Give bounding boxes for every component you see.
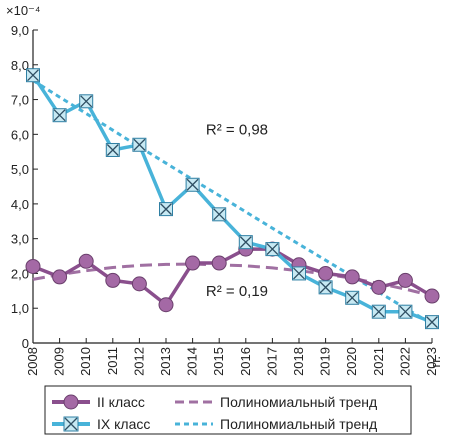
legend: II класс IX класс Полиномиальный тренд П…	[44, 385, 412, 435]
legend-item-trend-ix: Полиномиальный тренд	[175, 416, 377, 432]
data-point-ix	[425, 315, 439, 330]
data-point-ix-cross	[80, 95, 93, 108]
data-point-ix	[265, 242, 280, 257]
series-line-ix	[31, 74, 433, 324]
data-point-ix	[371, 304, 386, 319]
legend-item-ii: II класс	[52, 394, 145, 410]
x-tick-label: 2009	[52, 347, 67, 376]
data-point-ix	[212, 207, 227, 222]
legend-marker-ix-cross	[64, 417, 78, 431]
data-point-ii	[105, 272, 121, 288]
data-point-ix-cross	[133, 138, 146, 151]
y-tick-label: 8,0	[11, 58, 29, 73]
data-point-ix-cross	[399, 305, 412, 318]
y-ticks: 0 1,0 2,0 3,0 4,0 5,0 6,0 7,0 8,0 9,0	[11, 23, 38, 351]
data-point-ix	[26, 68, 40, 83]
data-point-ix	[185, 177, 200, 192]
x-tick-label: 2008	[25, 347, 40, 376]
data-point-ii	[318, 265, 334, 281]
data-point-ix-cross	[426, 316, 438, 329]
x-tick-label: 2023	[424, 347, 439, 376]
legend-label-ii: II класс	[97, 394, 145, 410]
data-point-ix-cross	[372, 305, 385, 318]
data-point-ix-cross	[106, 144, 119, 156]
legend-item-ix: IX класс	[52, 416, 150, 432]
data-point-ii	[344, 269, 360, 285]
data-point-ix	[132, 137, 147, 152]
x-tick-label: 2022	[397, 347, 412, 376]
data-point-ii	[158, 297, 174, 313]
y-axis-multiplier-label: ×10⁻⁴	[6, 3, 41, 18]
y-tick-label: 5,0	[11, 162, 29, 177]
data-point-ix	[398, 304, 413, 319]
data-point-ix	[159, 202, 173, 217]
data-point-ix	[79, 94, 94, 109]
data-point-ii	[78, 253, 94, 269]
data-point-ii	[211, 255, 227, 271]
x-tick-label: 2020	[344, 347, 359, 376]
x-tick-label: 2014	[185, 347, 200, 376]
data-point-ix-cross	[319, 281, 332, 294]
data-point-ix-cross	[53, 109, 66, 122]
data-point-ix-cross	[213, 208, 226, 221]
data-point-ix-cross	[293, 267, 305, 280]
legend-marker-ii	[63, 394, 79, 410]
data-point-ix	[238, 235, 253, 250]
series-lines	[31, 74, 433, 324]
data-point-ix-cross	[186, 178, 199, 191]
series-markers	[25, 68, 440, 330]
x-tick-label: 2018	[291, 347, 306, 376]
x-tick-label: 2021	[371, 347, 386, 376]
legend-label-trend-ii: Полиномиальный тренд	[220, 394, 377, 410]
x-tick-label: 2010	[78, 347, 93, 376]
r2-annotation: R² = 0,98	[206, 121, 268, 138]
y-tick-label: 7,0	[11, 93, 29, 108]
y-tick-label: 1,0	[11, 301, 29, 316]
data-point-ii	[424, 288, 440, 304]
data-point-ii	[52, 269, 68, 285]
y-tick-label: 2,0	[11, 266, 29, 281]
legend-box	[44, 385, 412, 435]
y-tick-label: 3,0	[11, 232, 29, 247]
x-tick-label: 2019	[318, 347, 333, 376]
x-tick-label: 2013	[158, 347, 173, 376]
x-tick-label: 2015	[211, 347, 226, 376]
y-tick-label: 4,0	[11, 197, 29, 212]
x-axis-unit-label: гг.	[428, 356, 443, 368]
y-tick-label: 9,0	[11, 23, 29, 38]
data-point-ix	[345, 290, 360, 305]
data-point-ii	[185, 255, 201, 271]
x-tick-label: 2016	[238, 347, 253, 376]
legend-item-trend-ii: Полиномиальный тренд	[175, 394, 377, 410]
y-tick-label: 0	[22, 336, 29, 351]
data-point-ix-cross	[239, 236, 252, 249]
data-point-ix	[105, 142, 120, 157]
y-tick-label: 6,0	[11, 127, 29, 142]
data-point-ix-cross	[266, 243, 279, 256]
data-point-ii	[131, 276, 147, 292]
r2-annotation: R² = 0,19	[206, 283, 268, 300]
series-line-ii	[32, 247, 433, 307]
data-point-ix	[318, 280, 333, 295]
trend-line-ix	[32, 79, 433, 326]
data-point-ii	[371, 279, 387, 295]
data-point-ix	[292, 266, 306, 281]
x-tick-label: 2012	[131, 347, 146, 376]
x-ticks: 2008 2009 2010 2011 2012 2013 2014 2015 2016 2017…	[25, 338, 439, 376]
data-point-ix-cross	[346, 291, 359, 304]
legend-label-trend-ix: Полиномиальный тренд	[220, 416, 377, 432]
r2-annotations: R² = 0,98 R² = 0,19	[206, 121, 268, 300]
legend-label-ix: IX класс	[97, 416, 150, 432]
data-point-ix-cross	[27, 69, 39, 82]
data-point-ix-cross	[160, 203, 172, 216]
data-point-ii	[25, 258, 41, 274]
data-point-ix	[52, 108, 67, 123]
x-tick-label: 2011	[105, 347, 120, 375]
data-point-ii	[397, 272, 413, 288]
x-tick-label: 2017	[264, 347, 279, 376]
